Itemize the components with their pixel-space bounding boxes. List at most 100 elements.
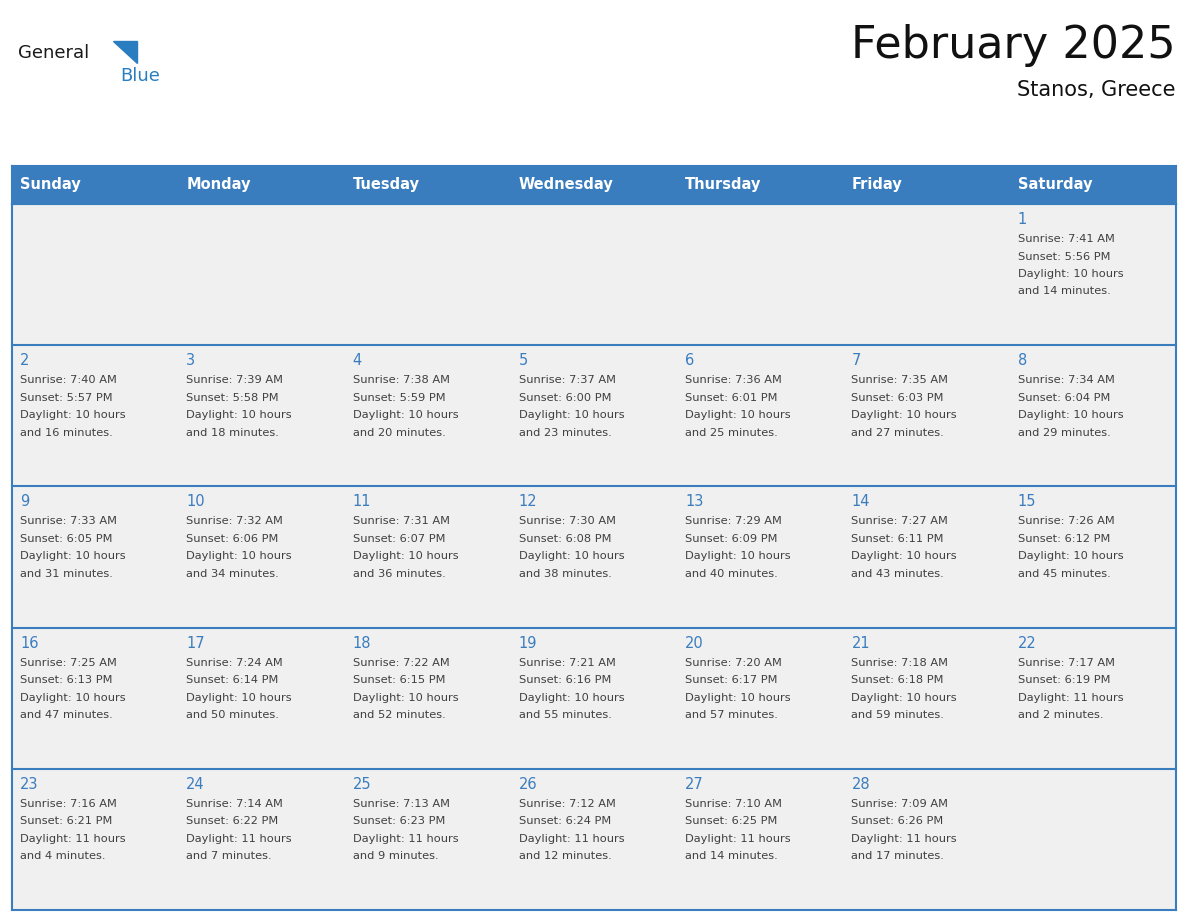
- Text: 5: 5: [519, 353, 529, 368]
- Text: Sunset: 6:06 PM: Sunset: 6:06 PM: [187, 534, 279, 543]
- Text: Sunrise: 7:37 AM: Sunrise: 7:37 AM: [519, 375, 615, 386]
- Bar: [1010, 768, 1176, 910]
- Text: Daylight: 10 hours: Daylight: 10 hours: [1018, 410, 1124, 420]
- Text: and 43 minutes.: and 43 minutes.: [852, 569, 944, 579]
- Text: 26: 26: [519, 777, 537, 792]
- Text: 7: 7: [852, 353, 861, 368]
- Text: Daylight: 10 hours: Daylight: 10 hours: [1018, 552, 1124, 562]
- Text: 17: 17: [187, 635, 204, 651]
- Text: Daylight: 10 hours: Daylight: 10 hours: [852, 692, 958, 702]
- Text: Sunrise: 7:36 AM: Sunrise: 7:36 AM: [685, 375, 782, 386]
- Text: Sunrise: 7:10 AM: Sunrise: 7:10 AM: [685, 799, 782, 809]
- Text: Sunset: 6:22 PM: Sunset: 6:22 PM: [187, 816, 278, 826]
- Bar: [1010, 204, 1176, 345]
- Text: Sunrise: 7:12 AM: Sunrise: 7:12 AM: [519, 799, 615, 809]
- Bar: [843, 768, 1010, 910]
- Bar: [511, 768, 677, 910]
- Text: Sunset: 5:56 PM: Sunset: 5:56 PM: [1018, 252, 1111, 262]
- Text: Sunrise: 7:21 AM: Sunrise: 7:21 AM: [519, 657, 615, 667]
- Text: Sunset: 5:59 PM: Sunset: 5:59 PM: [353, 393, 446, 403]
- Text: Sunrise: 7:20 AM: Sunrise: 7:20 AM: [685, 657, 782, 667]
- Bar: [677, 628, 843, 768]
- Bar: [345, 628, 511, 768]
- Bar: [345, 345, 511, 487]
- Text: Sunrise: 7:34 AM: Sunrise: 7:34 AM: [1018, 375, 1114, 386]
- Text: 1: 1: [1018, 212, 1026, 227]
- Text: and 25 minutes.: and 25 minutes.: [685, 428, 778, 438]
- Text: Sunset: 6:17 PM: Sunset: 6:17 PM: [685, 675, 778, 685]
- Text: Friday: Friday: [852, 177, 902, 193]
- Text: Daylight: 10 hours: Daylight: 10 hours: [519, 552, 625, 562]
- Text: Daylight: 10 hours: Daylight: 10 hours: [519, 692, 625, 702]
- Text: Sunrise: 7:39 AM: Sunrise: 7:39 AM: [187, 375, 283, 386]
- Text: Sunrise: 7:09 AM: Sunrise: 7:09 AM: [852, 799, 948, 809]
- Text: 18: 18: [353, 635, 371, 651]
- Text: 27: 27: [685, 777, 704, 792]
- Bar: [843, 487, 1010, 628]
- Text: Sunrise: 7:24 AM: Sunrise: 7:24 AM: [187, 657, 283, 667]
- Text: 8: 8: [1018, 353, 1026, 368]
- Text: 22: 22: [1018, 635, 1036, 651]
- Text: Daylight: 10 hours: Daylight: 10 hours: [20, 692, 126, 702]
- Bar: [843, 628, 1010, 768]
- Text: Sunset: 6:04 PM: Sunset: 6:04 PM: [1018, 393, 1110, 403]
- Bar: [677, 345, 843, 487]
- Text: 25: 25: [353, 777, 371, 792]
- Text: Sunset: 6:09 PM: Sunset: 6:09 PM: [685, 534, 778, 543]
- Text: Daylight: 11 hours: Daylight: 11 hours: [852, 834, 958, 844]
- Text: Daylight: 10 hours: Daylight: 10 hours: [1018, 269, 1124, 279]
- Polygon shape: [113, 41, 137, 63]
- Text: Thursday: Thursday: [685, 177, 762, 193]
- Text: Sunrise: 7:25 AM: Sunrise: 7:25 AM: [20, 657, 116, 667]
- Bar: [1010, 487, 1176, 628]
- Text: Daylight: 11 hours: Daylight: 11 hours: [519, 834, 625, 844]
- Text: Daylight: 10 hours: Daylight: 10 hours: [852, 552, 958, 562]
- Text: 4: 4: [353, 353, 362, 368]
- Text: 9: 9: [20, 495, 30, 509]
- Text: Sunset: 6:19 PM: Sunset: 6:19 PM: [1018, 675, 1111, 685]
- Text: and 52 minutes.: and 52 minutes.: [353, 711, 446, 720]
- Bar: [12, 628, 178, 768]
- Text: Sunset: 6:14 PM: Sunset: 6:14 PM: [187, 675, 279, 685]
- Text: Daylight: 10 hours: Daylight: 10 hours: [353, 410, 459, 420]
- Text: 24: 24: [187, 777, 204, 792]
- Bar: [1010, 345, 1176, 487]
- Text: Sunrise: 7:26 AM: Sunrise: 7:26 AM: [1018, 517, 1114, 526]
- Text: 20: 20: [685, 635, 704, 651]
- Text: Sunrise: 7:41 AM: Sunrise: 7:41 AM: [1018, 234, 1114, 244]
- Bar: [12, 204, 178, 345]
- Bar: [677, 204, 843, 345]
- Bar: [345, 768, 511, 910]
- Text: Daylight: 10 hours: Daylight: 10 hours: [187, 410, 292, 420]
- Text: and 40 minutes.: and 40 minutes.: [685, 569, 778, 579]
- Text: Sunset: 6:23 PM: Sunset: 6:23 PM: [353, 816, 446, 826]
- Bar: [843, 345, 1010, 487]
- Text: Sunset: 6:08 PM: Sunset: 6:08 PM: [519, 534, 612, 543]
- Text: Sunrise: 7:18 AM: Sunrise: 7:18 AM: [852, 657, 948, 667]
- Text: Sunrise: 7:27 AM: Sunrise: 7:27 AM: [852, 517, 948, 526]
- Text: Sunset: 6:18 PM: Sunset: 6:18 PM: [852, 675, 944, 685]
- Bar: [178, 487, 345, 628]
- Text: Daylight: 10 hours: Daylight: 10 hours: [685, 552, 791, 562]
- Bar: [178, 345, 345, 487]
- Text: Sunrise: 7:32 AM: Sunrise: 7:32 AM: [187, 517, 283, 526]
- Text: and 2 minutes.: and 2 minutes.: [1018, 711, 1104, 720]
- Text: Sunset: 6:03 PM: Sunset: 6:03 PM: [852, 393, 944, 403]
- Bar: [178, 628, 345, 768]
- Text: General: General: [18, 44, 89, 62]
- Text: Sunrise: 7:31 AM: Sunrise: 7:31 AM: [353, 517, 449, 526]
- Text: Sunrise: 7:33 AM: Sunrise: 7:33 AM: [20, 517, 116, 526]
- Bar: [12, 487, 178, 628]
- Text: Saturday: Saturday: [1018, 177, 1092, 193]
- Bar: [12, 166, 178, 204]
- Text: Daylight: 11 hours: Daylight: 11 hours: [353, 834, 459, 844]
- Text: Monday: Monday: [187, 177, 251, 193]
- Text: Sunset: 6:21 PM: Sunset: 6:21 PM: [20, 816, 113, 826]
- Text: Sunrise: 7:40 AM: Sunrise: 7:40 AM: [20, 375, 116, 386]
- Bar: [677, 768, 843, 910]
- Text: Sunset: 6:24 PM: Sunset: 6:24 PM: [519, 816, 611, 826]
- Bar: [511, 487, 677, 628]
- Text: 15: 15: [1018, 495, 1036, 509]
- Text: Sunset: 6:05 PM: Sunset: 6:05 PM: [20, 534, 113, 543]
- Text: Daylight: 11 hours: Daylight: 11 hours: [1018, 692, 1124, 702]
